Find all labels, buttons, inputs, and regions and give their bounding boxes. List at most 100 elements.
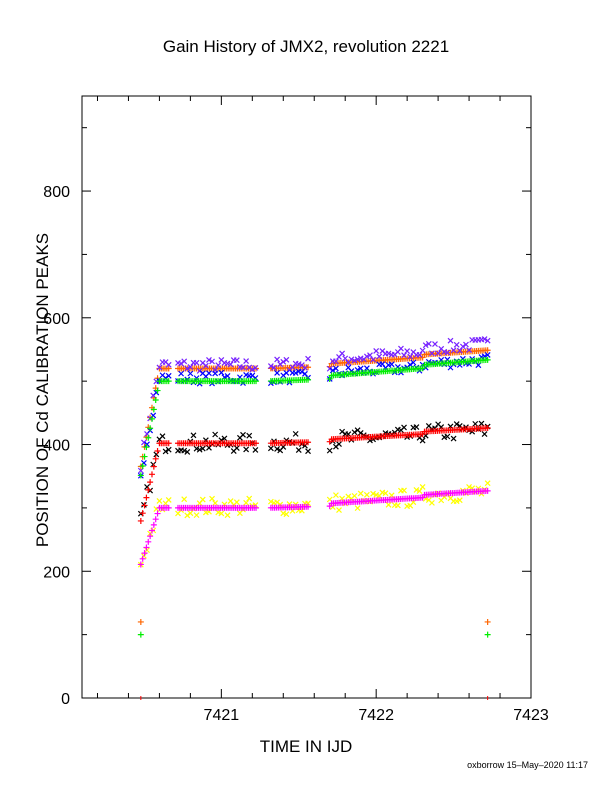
data-point-7 <box>137 561 144 568</box>
data-point-3 <box>484 356 491 363</box>
data-point-4 <box>472 420 479 427</box>
data-point-3 <box>148 415 155 422</box>
data-point-1 <box>181 358 188 365</box>
data-point-1 <box>401 352 407 359</box>
data-point-5 <box>305 439 312 446</box>
data-point-2 <box>187 370 194 377</box>
data-point-6 <box>199 496 206 503</box>
data-point-3 <box>147 425 154 432</box>
data-point-4 <box>181 447 188 454</box>
data-point-6 <box>243 499 250 506</box>
data-point-5 <box>152 455 159 462</box>
data-point-2 <box>178 370 185 377</box>
x-tick-label: 7421 <box>204 707 240 724</box>
data-point-4 <box>165 446 172 453</box>
y-tick-label: 200 <box>43 564 70 581</box>
data-point-1 <box>416 351 423 358</box>
data-point-2 <box>165 372 172 379</box>
data-point-6 <box>428 499 435 506</box>
data-point-1 <box>339 350 346 357</box>
data-point-2 <box>410 359 417 366</box>
data-point-2 <box>283 370 290 376</box>
data-point-2 <box>329 367 336 374</box>
data-point-3 <box>137 472 144 479</box>
data-point-1 <box>425 340 432 347</box>
data-point-2 <box>298 368 305 375</box>
data-point-2 <box>212 370 219 377</box>
data-point-1 <box>267 363 274 370</box>
data-point-4 <box>159 433 166 440</box>
plot-frame <box>81 95 532 699</box>
data-point-0 <box>165 365 172 372</box>
data-point-4 <box>401 424 407 431</box>
data-point-4 <box>246 432 253 439</box>
data-point-1 <box>249 366 256 373</box>
data-point-4 <box>141 501 147 508</box>
data-point-5 <box>141 502 148 509</box>
data-point-1 <box>407 353 414 360</box>
data-point-4 <box>481 431 488 438</box>
data-point-1 <box>422 342 429 349</box>
data-point-3 <box>137 631 144 638</box>
data-point-6 <box>466 484 472 490</box>
data-point-2 <box>206 370 212 377</box>
data-point-4 <box>162 448 169 455</box>
data-point-4 <box>326 447 333 454</box>
data-point-5 <box>145 486 152 493</box>
data-point-1 <box>466 347 472 353</box>
data-point-1 <box>252 364 259 371</box>
data-point-1 <box>271 364 277 371</box>
data-point-4 <box>184 449 191 455</box>
data-point-3 <box>419 365 426 372</box>
data-point-4 <box>196 446 203 453</box>
data-point-0 <box>484 618 491 625</box>
data-point-7 <box>154 510 161 517</box>
data-point-1 <box>435 350 442 357</box>
data-point-6 <box>456 497 463 504</box>
data-point-7 <box>147 533 154 540</box>
data-point-6 <box>363 491 370 498</box>
data-point-0 <box>137 618 144 625</box>
data-point-1 <box>351 357 358 364</box>
data-point-4 <box>240 431 246 438</box>
chart-title: Gain History of JMX2, revolution 2221 <box>163 37 449 56</box>
data-point-5 <box>137 517 144 524</box>
data-point-6 <box>332 492 339 499</box>
x-axis-label: TIME IN IJD <box>260 737 353 756</box>
x-tick-label: 7423 <box>513 707 549 724</box>
data-point-4 <box>305 448 311 455</box>
data-point-5 <box>484 425 491 432</box>
footer-credit: oxborrow 15–May–2020 11:17 <box>467 760 588 770</box>
data-point-5 <box>165 440 172 447</box>
data-point-7 <box>152 516 159 523</box>
data-point-1 <box>419 347 426 354</box>
data-point-4 <box>413 424 420 430</box>
data-point-3 <box>143 444 150 451</box>
data-point-3 <box>484 631 491 638</box>
data-point-2 <box>357 365 364 372</box>
data-point-6 <box>357 490 364 497</box>
data-point-1 <box>141 439 147 446</box>
data-point-3 <box>305 376 312 383</box>
data-point-1 <box>209 358 215 365</box>
data-point-3 <box>152 397 159 404</box>
data-point-2 <box>274 370 281 376</box>
data-point-3 <box>141 453 148 460</box>
data-point-4 <box>190 432 197 439</box>
data-point-1 <box>184 365 191 372</box>
data-point-1 <box>456 347 463 354</box>
data-point-4 <box>453 421 460 427</box>
data-point-6 <box>218 510 225 517</box>
data-point-4 <box>444 433 451 440</box>
data-point-4 <box>295 447 302 454</box>
plot-area: 0 200 400 600 800 7421 7422 7423 <box>43 95 549 724</box>
data-point-7 <box>165 504 172 511</box>
data-point-6 <box>370 490 377 497</box>
data-point-6 <box>187 510 194 517</box>
data-point-1 <box>373 348 380 354</box>
data-point-1 <box>404 348 411 354</box>
data-point-3 <box>139 462 146 469</box>
data-point-3 <box>145 434 152 441</box>
data-point-4 <box>478 420 485 427</box>
data-point-5 <box>253 440 260 447</box>
